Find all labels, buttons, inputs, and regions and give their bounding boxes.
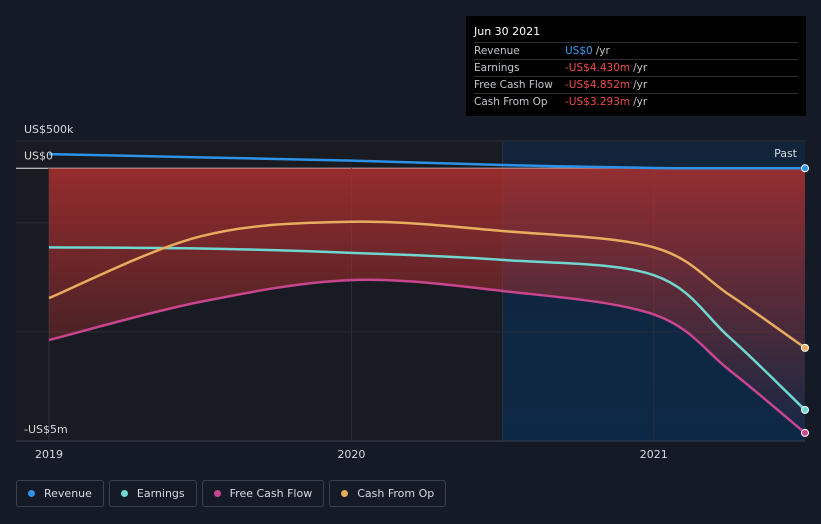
- tooltip-value: -US$3.293m: [565, 96, 631, 108]
- tooltip-unit: /yr: [633, 79, 648, 91]
- tooltip-label: Revenue: [474, 45, 520, 57]
- y-axis-label: US$0: [24, 149, 53, 162]
- tooltip-label: Earnings: [474, 62, 520, 74]
- y-axis-label: US$500k: [24, 123, 74, 136]
- legend-label: Earnings: [136, 487, 185, 500]
- series-end-dot-revenue: [801, 164, 809, 173]
- tooltip-unit: /yr: [633, 96, 648, 108]
- legend: Revenue Earnings Free Cash Flow Cash Fro…: [16, 480, 447, 509]
- series-end-dot-cash-from-op: [801, 343, 809, 352]
- tooltip-value: -US$4.430m: [565, 62, 631, 74]
- negative-area: [49, 168, 805, 433]
- legend-item-free-cash-flow[interactable]: Free Cash Flow: [201, 480, 325, 507]
- legend-item-cash-from-op[interactable]: Cash From Op: [329, 480, 447, 507]
- x-tick-label: 2019: [35, 448, 63, 461]
- tooltip-date: Jun 30 2021: [474, 25, 541, 38]
- tooltip: Jun 30 2021 Revenue US$0 /yr Earnings -U…: [466, 16, 806, 116]
- tooltip-row-free-cash-flow: Free Cash Flow -US$4.852m /yr: [474, 76, 798, 93]
- series-end-dots: [801, 164, 809, 437]
- series-line-revenue: [48, 152, 806, 170]
- legend-item-revenue[interactable]: Revenue: [16, 480, 104, 507]
- y-axis-label: -US$5m: [24, 423, 68, 436]
- legend-dot-icon: [28, 490, 35, 497]
- legend-dot-icon: [341, 490, 349, 497]
- tooltip-row-earnings: Earnings -US$4.430m /yr: [474, 59, 798, 76]
- x-tick-label: 2020: [337, 448, 365, 461]
- x-axis-labels: 2019 2020 2021: [35, 448, 668, 461]
- series-end-dot-earnings: [801, 405, 809, 414]
- legend-label: Cash From Op: [357, 487, 435, 500]
- tooltip-unit: /yr: [595, 45, 610, 57]
- y-axis-labels: US$500k US$0 -US$5m: [24, 123, 74, 436]
- legend-dot-icon: [120, 490, 128, 497]
- series-line-free-cash-flow: [48, 278, 806, 434]
- past-label: Past: [774, 147, 798, 160]
- x-tick-label: 2021: [640, 448, 668, 461]
- legend-item-earnings[interactable]: Earnings: [108, 480, 197, 507]
- tooltip-unit: /yr: [633, 62, 648, 74]
- legend-label: Revenue: [44, 487, 92, 500]
- tooltip-label: Cash From Op: [474, 96, 548, 108]
- series-line-earnings: [48, 246, 806, 411]
- tooltip-row-revenue: Revenue US$0 /yr: [474, 42, 798, 59]
- series-line-cash-from-op: [48, 220, 806, 349]
- tooltip-value: US$0: [565, 45, 593, 57]
- tooltip-row-cash-from-op: Cash From Op -US$3.293m /yr: [474, 93, 798, 110]
- series-end-dot-free-cash-flow: [801, 428, 809, 437]
- series-lines: [48, 152, 806, 434]
- legend-label: Free Cash Flow: [229, 487, 313, 500]
- legend-dot-icon: [213, 490, 221, 497]
- tooltip-value: -US$4.852m: [565, 79, 631, 91]
- tooltip-label: Free Cash Flow: [474, 79, 553, 91]
